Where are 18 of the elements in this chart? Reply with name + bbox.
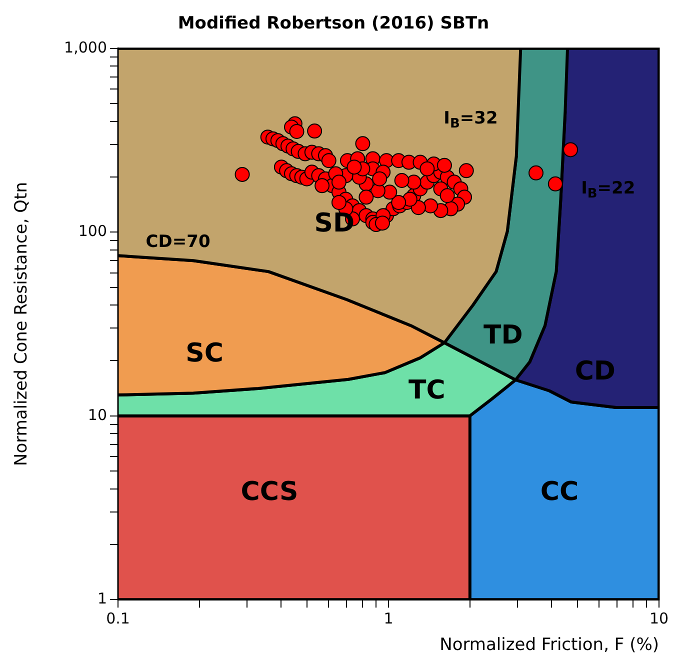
x-tick-label: 0.1 xyxy=(106,609,130,628)
y-axis-title: Normalized Cone Resistance, Qtn xyxy=(12,182,32,466)
y-tick-label: 10 xyxy=(88,406,107,424)
chart-title: Modified Robertson (2016) SBTn xyxy=(178,14,490,34)
x-axis-title: Normalized Friction, F (%) xyxy=(440,635,659,656)
x-tick-label: 10 xyxy=(649,609,669,628)
annotation: CD=70 xyxy=(146,232,210,252)
y-tick-label: 1,000 xyxy=(64,38,107,56)
y-tick-label: 1 xyxy=(97,589,107,608)
series-label: TC xyxy=(408,376,446,406)
series-label: SD xyxy=(314,208,355,239)
y-tick-label: 100 xyxy=(78,222,107,240)
series-label: SC xyxy=(186,338,224,369)
series-label: CCS xyxy=(240,476,298,507)
series-label: TD xyxy=(484,320,523,350)
x-tick-label: 1 xyxy=(384,609,394,628)
series-label: CD xyxy=(574,356,616,386)
series-label: CC xyxy=(540,476,579,507)
